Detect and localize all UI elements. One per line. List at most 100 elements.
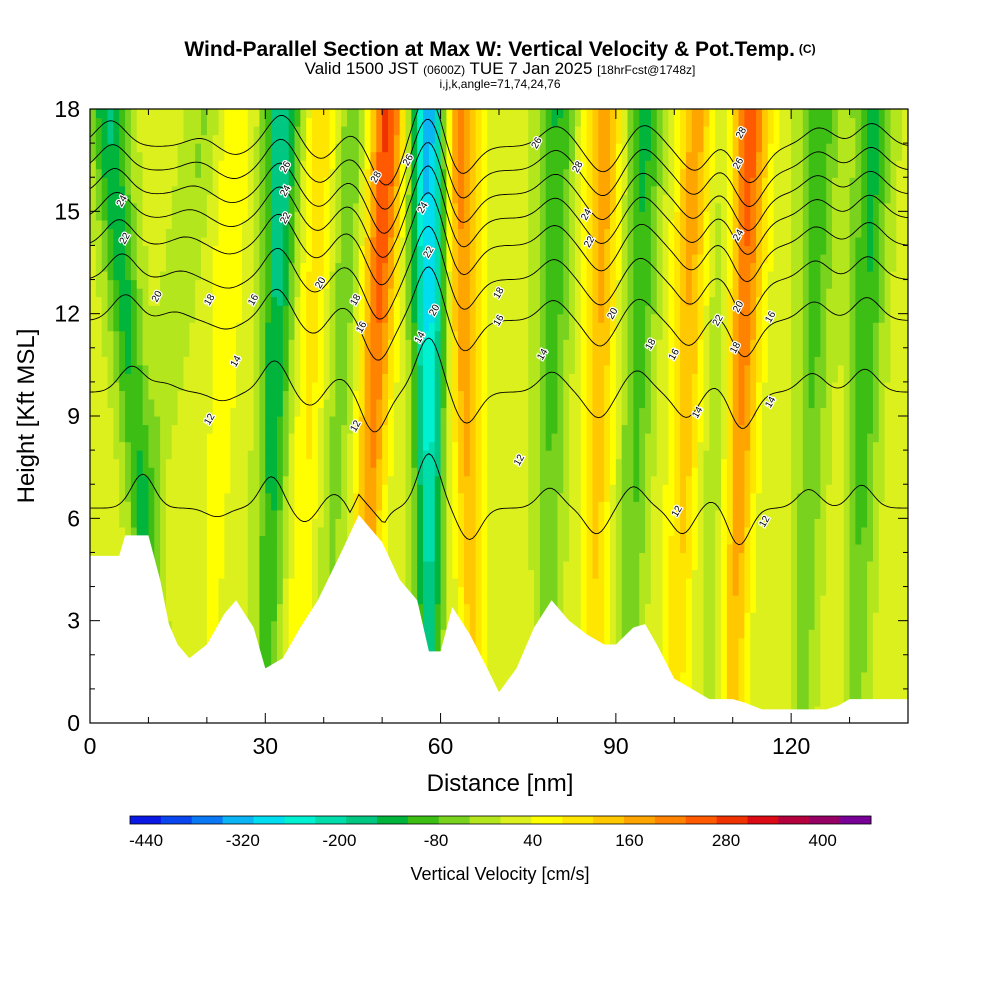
velocity-cell [189,475,196,485]
velocity-cell [136,509,144,519]
velocity-cell [382,253,389,264]
velocity-cell [452,177,459,187]
velocity-cell [335,194,342,204]
velocity-cell [201,339,208,349]
velocity-cell [300,185,307,195]
velocity-cell [165,586,173,596]
velocity-cell [247,339,255,349]
velocity-cell [387,219,395,229]
velocity-cell [218,484,225,494]
velocity-cell [428,356,436,366]
velocity-cell [265,569,272,579]
velocity-cell [171,467,179,477]
velocity-cell [469,330,477,340]
velocity-cell [405,416,412,426]
velocity-cell [154,194,161,204]
velocity-cell [306,279,313,289]
velocity-cell [335,484,342,494]
velocity-cell [358,271,366,281]
velocity-cell [446,560,453,571]
velocity-cell [171,228,179,238]
velocity-cell [335,126,342,136]
velocity-cell [136,492,144,502]
velocity-cell [259,458,266,468]
velocity-cell [230,467,237,477]
velocity-cell [183,646,190,656]
velocity-cell [171,398,179,409]
velocity-cell [329,194,336,204]
velocity-cell [358,509,366,519]
velocity-cell [101,526,109,536]
velocity-cell [329,424,336,434]
velocity-cell [329,134,336,144]
velocity-cell [154,330,161,340]
velocity-cell [183,126,190,136]
velocity-cell [405,347,412,357]
velocity-cell [469,356,477,366]
velocity-cell [458,373,465,383]
velocity-cell [212,288,220,298]
velocity-cell [434,620,442,630]
velocity-cell [241,509,249,519]
velocity-cell [317,569,325,579]
velocity-cell [206,305,214,315]
velocity-cell [300,271,307,281]
velocity-cell [312,526,319,536]
velocity-cell [218,492,225,502]
velocity-cell [212,160,220,170]
velocity-cell [323,407,331,417]
velocity-cell [165,416,173,426]
velocity-cell [428,143,436,153]
velocity-cell [206,381,214,392]
velocity-cell [259,262,266,272]
velocity-cell [458,279,465,289]
velocity-cell [335,433,342,443]
velocity-cell [440,458,448,468]
velocity-cell [165,484,173,494]
velocity-cell [458,560,465,571]
velocity-cell [230,390,237,400]
velocity-cell [434,143,442,153]
velocity-cell [276,296,284,306]
velocity-cell [107,364,114,374]
velocity-cell [90,416,97,426]
velocity-cell [487,143,494,153]
velocity-cell [469,313,477,323]
velocity-cell [276,637,284,647]
velocity-cell [300,492,307,502]
velocity-cell [312,595,319,605]
velocity-cell [154,441,161,451]
velocity-cell [469,219,477,229]
velocity-cell [107,441,114,451]
velocity-cell [446,305,453,315]
velocity-cell [475,467,483,477]
velocity-cell [206,271,214,281]
velocity-cell [452,322,459,332]
velocity-cell [189,160,196,170]
velocity-cell [276,330,284,340]
velocity-cell [206,151,214,161]
velocity-cell [306,390,313,400]
velocity-cell [107,253,114,264]
velocity-cell [288,475,296,485]
velocity-cell [288,236,296,247]
velocity-cell [265,313,272,323]
velocity-cell [446,288,453,298]
velocity-cell [201,296,208,306]
velocity-cell [224,364,231,374]
velocity-cell [107,236,114,247]
velocity-cell [399,560,407,571]
velocity-cell [306,398,313,409]
velocity-cell [113,279,120,289]
velocity-cell [195,211,202,221]
velocity-cell [265,603,272,613]
velocity-cell [382,296,389,306]
velocity-cell [358,313,366,323]
velocity-cell [165,134,173,144]
velocity-cell [253,228,261,238]
velocity-cell [230,356,237,366]
velocity-cell [160,279,167,289]
velocity-cell [247,458,255,468]
velocity-cell [177,629,185,639]
velocity-cell [142,109,150,119]
